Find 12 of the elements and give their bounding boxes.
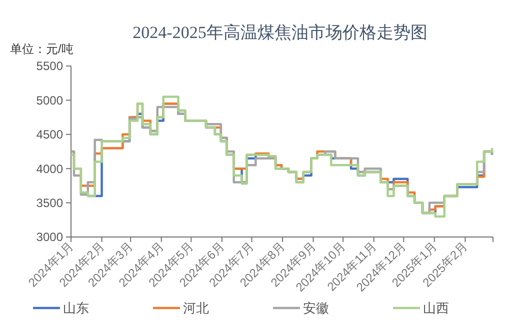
legend-label: 河北 [183, 300, 209, 316]
chart-title: 2024-2025年高温煤焦油市场价格走势图 [132, 23, 428, 42]
y-tick-label: 3000 [36, 230, 64, 244]
y-tick-label: 4500 [36, 128, 64, 142]
legend-label: 山东 [63, 300, 89, 316]
y-tick-label: 3500 [36, 196, 64, 210]
y-axis-title: 单位：元/吨 [10, 42, 74, 56]
y-tick-label: 4000 [36, 162, 64, 176]
legend-label: 山西 [423, 300, 449, 316]
y-tick-label: 5000 [36, 93, 64, 108]
legend-label: 安徽 [303, 300, 329, 316]
y-tick-label: 5500 [36, 59, 64, 74]
